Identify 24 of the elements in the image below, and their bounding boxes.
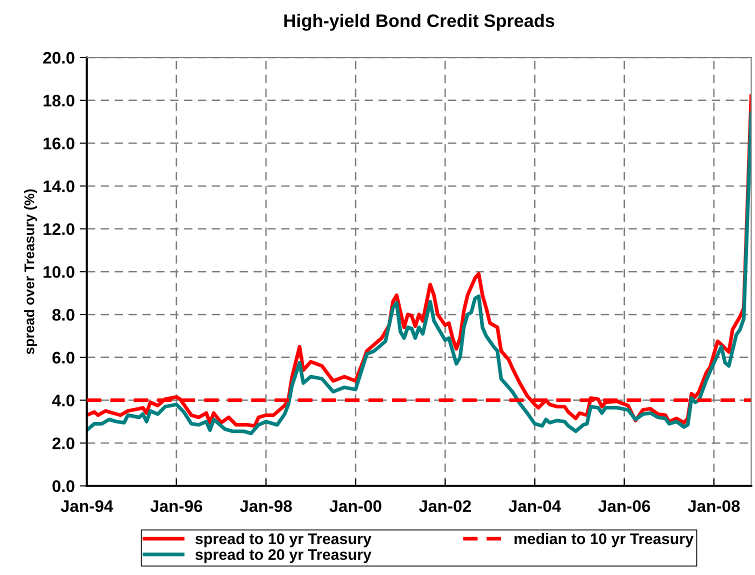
x-tick-label: Jan-98: [240, 500, 292, 512]
y-tick-label: 6.0: [52, 352, 74, 364]
y-tick-label: 12.0: [44, 223, 74, 236]
y-axis-title: spread over Treasury (%): [24, 189, 38, 354]
y-tick-label: 16.0: [44, 138, 74, 150]
x-tick-label: Jan-00: [329, 500, 382, 512]
y-tick-label: 20.0: [43, 52, 74, 64]
y-tick-label: 18.0: [44, 94, 74, 107]
legend-label: spread to 10 yr Treasury: [195, 532, 372, 548]
x-tick-label: Jan-08: [688, 500, 740, 512]
x-tick-label: Jan-96: [150, 500, 202, 512]
y-tick-label: 10.0: [44, 266, 74, 278]
y-tick-label: 2.0: [52, 437, 74, 450]
x-tick-label: Jan-02: [419, 500, 471, 512]
legend-label: median to 10 yr Treasury: [514, 532, 694, 548]
chart-title: High-yield Bond Credit Spreads: [284, 14, 554, 31]
y-tick-label: 8.0: [52, 308, 74, 321]
x-tick-label: Jan-94: [60, 500, 114, 512]
legend-label: spread to 20 yr Treasury: [195, 548, 372, 563]
y-tick-label: 4.0: [52, 394, 74, 406]
x-tick-label: Jan-06: [598, 500, 650, 512]
y-tick-label: 14.0: [44, 180, 74, 192]
y-tick-label: 0.0: [52, 480, 74, 492]
x-tick-label: Jan-04: [508, 500, 562, 512]
